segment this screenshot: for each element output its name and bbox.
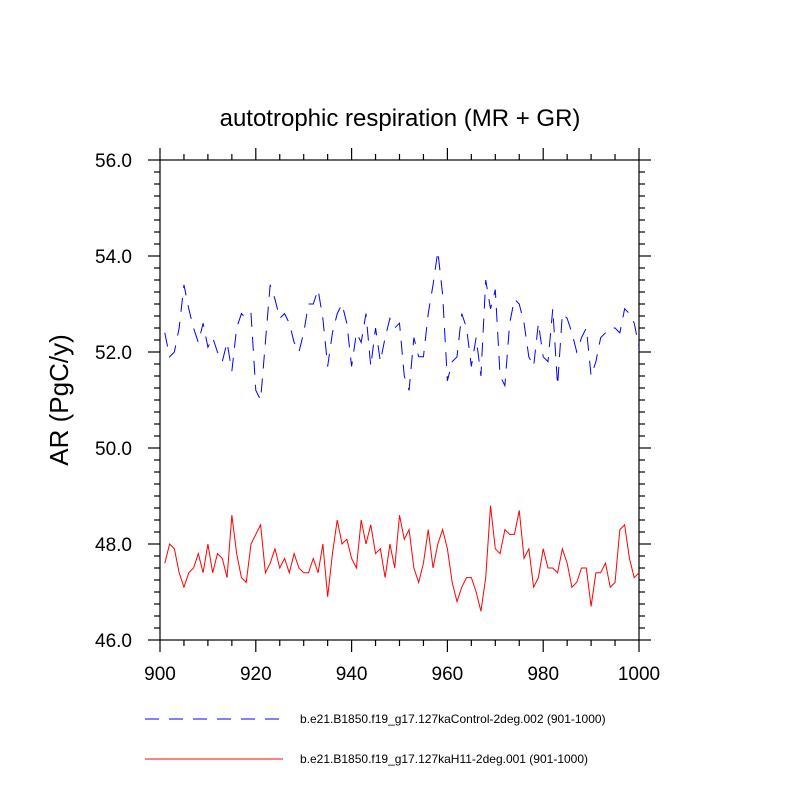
series-line-1	[164, 251, 640, 402]
x-tick-label: 980	[527, 664, 559, 685]
axis-tick-labels: 900 920 940 960 980 1000 46.0 48.0 50.0 52.0 54.0 5…	[95, 151, 660, 685]
chart-title: autotrophic respiration (MR + GR)	[220, 105, 581, 132]
y-tick-label: 52.0	[95, 343, 132, 364]
x-tick-label: 1000	[618, 664, 660, 685]
series-line-2	[164, 505, 640, 612]
plot-frame	[159, 159, 640, 641]
series-lines	[164, 251, 640, 612]
x-tick-label: 920	[240, 664, 272, 685]
y-tick-label: 54.0	[95, 247, 132, 268]
x-tick-label: 960	[432, 664, 464, 685]
axis-ticks	[148, 148, 651, 652]
legend: b.e21.B1850.f19_g17.127kaControl-2deg.00…	[145, 712, 606, 766]
legend-label-2: b.e21.B1850.f19_g17.127kaH11-2deg.001 (9…	[300, 752, 588, 766]
y-tick-label: 48.0	[95, 535, 132, 556]
y-axis-label: AR (PgC/y)	[44, 334, 74, 465]
y-tick-label: 50.0	[95, 439, 132, 460]
x-tick-label: 900	[144, 664, 176, 685]
legend-label-1: b.e21.B1850.f19_g17.127kaControl-2deg.00…	[300, 712, 606, 726]
y-tick-label: 56.0	[95, 151, 132, 172]
x-tick-label: 940	[336, 664, 368, 685]
y-tick-label: 46.0	[95, 631, 132, 652]
